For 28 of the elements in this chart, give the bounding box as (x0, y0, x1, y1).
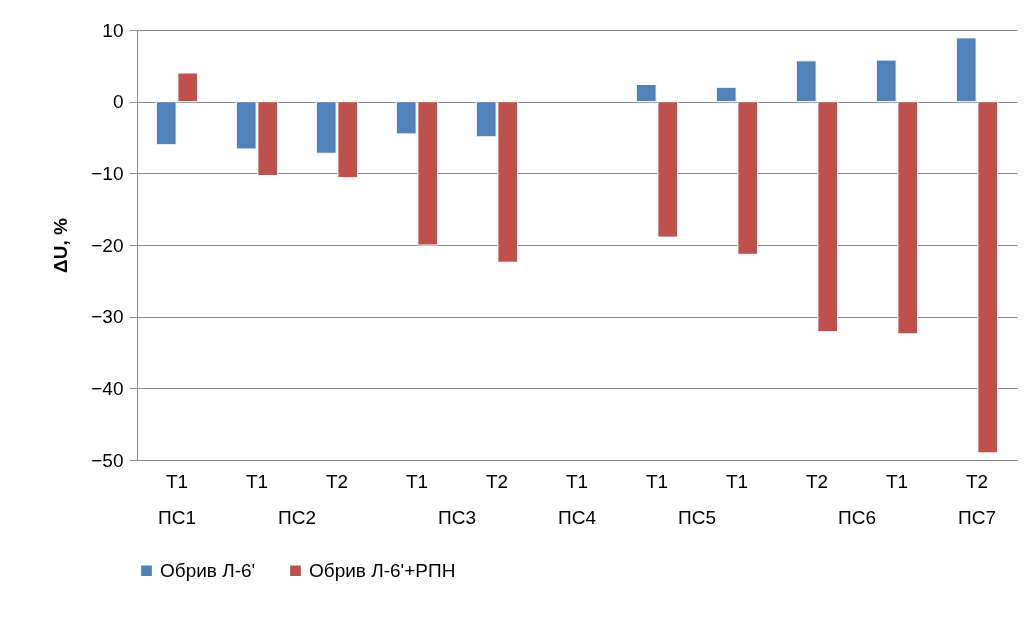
x-tick-label: T2 (485, 470, 509, 492)
y-tick-label: −30 (91, 306, 124, 328)
x-tick-label: T1 (725, 470, 749, 492)
y-tick-label: 10 (102, 19, 124, 41)
x-tick-label: T1 (165, 470, 189, 492)
y-axis-title: ΔU, % (50, 217, 72, 273)
y-tick-label: 0 (112, 91, 124, 113)
text: ПС7 (958, 507, 996, 528)
x-tick-label: T1 (245, 470, 269, 492)
text: ПС1 (158, 507, 196, 528)
text: ПС2 (278, 507, 316, 528)
y-tick-label: −20 (91, 234, 124, 256)
x-tick-label: T1 (565, 470, 589, 492)
x-tick-label: T2 (325, 470, 349, 492)
text: ПС4 (558, 507, 597, 528)
x-tick-label: T1 (405, 470, 429, 492)
text: ПС5 (678, 507, 716, 528)
x-tick-label: T2 (965, 470, 989, 492)
x-tick-label: T1 (885, 470, 909, 492)
y-tick-label: −10 (91, 162, 124, 184)
legend-label: Обрив Л-6'+РПН (309, 559, 456, 581)
text: ПС3 (438, 507, 476, 528)
legend-label: Обрив Л-6' (160, 559, 256, 581)
y-tick-label: −40 (91, 377, 124, 399)
text: ПС6 (838, 507, 876, 528)
x-tick-label: T2 (805, 470, 829, 492)
x-tick-label: T1 (645, 470, 669, 492)
y-tick-label: −50 (91, 449, 124, 471)
